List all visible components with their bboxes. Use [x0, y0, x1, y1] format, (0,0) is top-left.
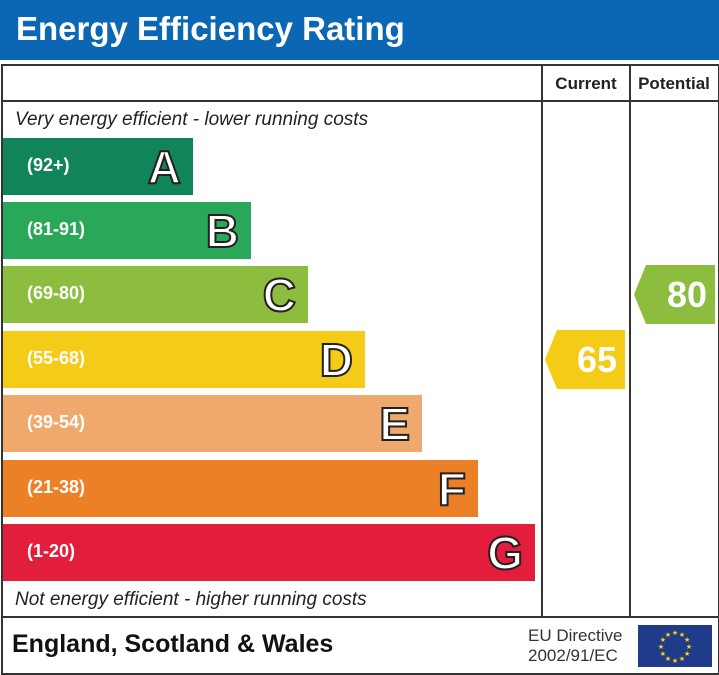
star-icon: ★ — [679, 631, 685, 639]
star-icon: ★ — [672, 657, 678, 665]
directive-line2: 2002/91/EC — [528, 646, 618, 665]
band-letter: F — [437, 462, 467, 516]
divider — [541, 64, 543, 617]
band-c: (69-80) C — [3, 266, 308, 323]
star-icon: ★ — [684, 650, 690, 658]
band-range: (1-20) — [27, 541, 76, 561]
band-letter: A — [147, 140, 182, 194]
band-range: (92+) — [27, 155, 70, 175]
potential-rating-value: 80 — [666, 274, 707, 315]
band-e: (39-54) E — [3, 395, 422, 452]
band-range: (39-54) — [27, 412, 86, 432]
title-banner: Energy Efficiency Rating — [0, 0, 719, 60]
divider — [629, 64, 631, 617]
star-icon: ★ — [686, 643, 692, 651]
band-letter: B — [205, 204, 240, 258]
star-icon: ★ — [665, 631, 671, 639]
eu-flag-icon: ★ ★ ★ ★ ★ ★ ★ ★ ★ ★ ★ ★ — [638, 625, 712, 667]
star-icon: ★ — [658, 643, 664, 651]
eu-directive: EU Directive 2002/91/EC — [528, 626, 622, 666]
band-a: (92+) A — [3, 138, 193, 195]
band-range: (69-80) — [27, 283, 86, 303]
star-icon: ★ — [660, 650, 666, 658]
band-letter: E — [378, 397, 411, 451]
band-g: (1-20) G — [3, 524, 535, 581]
star-icon: ★ — [665, 655, 671, 663]
chart-title: Energy Efficiency Rating — [16, 10, 405, 47]
current-rating-value: 65 — [576, 339, 617, 380]
star-icon: ★ — [660, 636, 666, 644]
divider — [1, 100, 718, 102]
star-icon: ★ — [679, 655, 685, 663]
band-range: (81-91) — [27, 219, 86, 239]
directive-line1: EU Directive — [528, 626, 623, 645]
band-range: (21-38) — [27, 477, 86, 497]
band-letter: D — [319, 333, 354, 387]
band-range: (55-68) — [27, 348, 86, 368]
band-f: (21-38) F — [3, 460, 478, 517]
divider — [1, 616, 718, 618]
band-b: (81-91) B — [3, 202, 251, 259]
band-letter: G — [486, 526, 524, 580]
star-icon: ★ — [672, 629, 678, 637]
band-letter: C — [262, 268, 297, 322]
band-d: (55-68) D — [3, 331, 365, 388]
column-header-current: Current — [555, 74, 617, 93]
star-icon: ★ — [684, 636, 690, 644]
region-label: England, Scotland & Wales — [12, 630, 334, 658]
current-rating-arrow: 65 — [545, 330, 625, 389]
potential-rating-arrow: 80 — [634, 265, 715, 324]
top-note: Very energy efficient - lower running co… — [15, 109, 369, 130]
column-header-potential: Potential — [638, 74, 710, 93]
bottom-note: Not energy efficient - higher running co… — [15, 589, 367, 610]
